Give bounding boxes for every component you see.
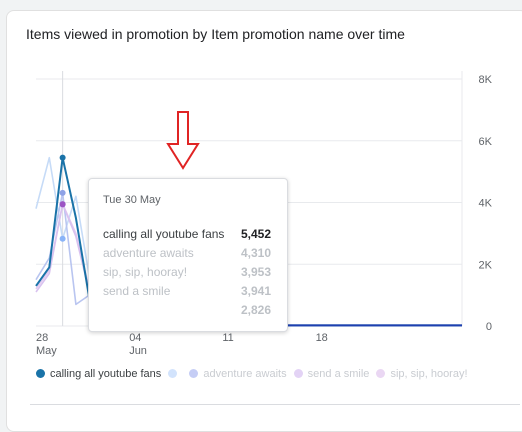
legend-item[interactable]: sip, sip, hooray! [376, 368, 468, 380]
divider [30, 404, 520, 405]
legend-label: send a smile [307, 368, 370, 380]
chart-tooltip: Tue 30 May calling all youtube fans 5,45… [88, 178, 288, 332]
y-tick-label: 2K [479, 259, 493, 271]
tooltip-row: calling all youtube fans 5,452 [103, 227, 271, 241]
chart-legend: calling all youtube fans adventure await… [36, 368, 472, 382]
tooltip-row-name: send a smile [103, 284, 171, 298]
tooltip-row: adventure awaits 4,310 [103, 246, 271, 260]
data-point[interactable] [59, 189, 66, 196]
tooltip-row-value: 3,953 [240, 265, 271, 279]
data-point[interactable] [59, 201, 66, 208]
down-arrow-icon [166, 111, 200, 170]
tooltip-row-value: 4,310 [240, 246, 271, 260]
x-tick-label: 18 [316, 332, 328, 344]
legend-label: adventure awaits [203, 368, 287, 380]
y-tick-label: 6K [479, 136, 493, 148]
legend-item[interactable] [168, 368, 182, 380]
x-tick-label: 04 [129, 332, 141, 344]
legend-dot-icon [293, 369, 303, 378]
data-point[interactable] [59, 235, 66, 242]
legend-dot-icon [376, 369, 386, 378]
tooltip-row-name: calling all youtube fans [103, 227, 225, 241]
tooltip-row: 2,826 [103, 303, 271, 317]
legend-item[interactable]: calling all youtube fans [36, 368, 161, 380]
legend-dot-icon [36, 369, 45, 378]
x-tick-month: Jun [129, 345, 147, 357]
legend-dot-icon [168, 369, 178, 378]
legend-item[interactable]: send a smile [293, 368, 370, 380]
tooltip-row: send a smile 3,941 [103, 284, 271, 298]
tooltip-row-value: 2,826 [240, 303, 271, 317]
y-tick-label: 8K [479, 74, 493, 86]
y-tick-label: 0 [486, 321, 492, 333]
tooltip-date: Tue 30 May [103, 194, 161, 206]
legend-dot-icon [189, 369, 199, 378]
legend-item[interactable]: adventure awaits [189, 368, 287, 380]
data-point[interactable] [59, 154, 66, 161]
tooltip-row-name: sip, sip, hooray! [103, 265, 188, 279]
x-tick-label: 11 [222, 332, 233, 344]
legend-label: sip, sip, hooray! [390, 368, 468, 380]
legend-label: calling all youtube fans [50, 368, 162, 380]
tooltip-row: sip, sip, hooray! 3,953 [103, 265, 271, 279]
x-tick-month: May [36, 345, 57, 357]
tooltip-row-value: 5,452 [240, 227, 271, 241]
tooltip-row-value: 3,941 [240, 284, 271, 298]
chart-title: Items viewed in promotion by Item promot… [26, 26, 405, 42]
y-tick-label: 4K [479, 198, 493, 210]
tooltip-row-name: adventure awaits [103, 246, 194, 260]
x-tick-label: 28 [36, 332, 48, 344]
